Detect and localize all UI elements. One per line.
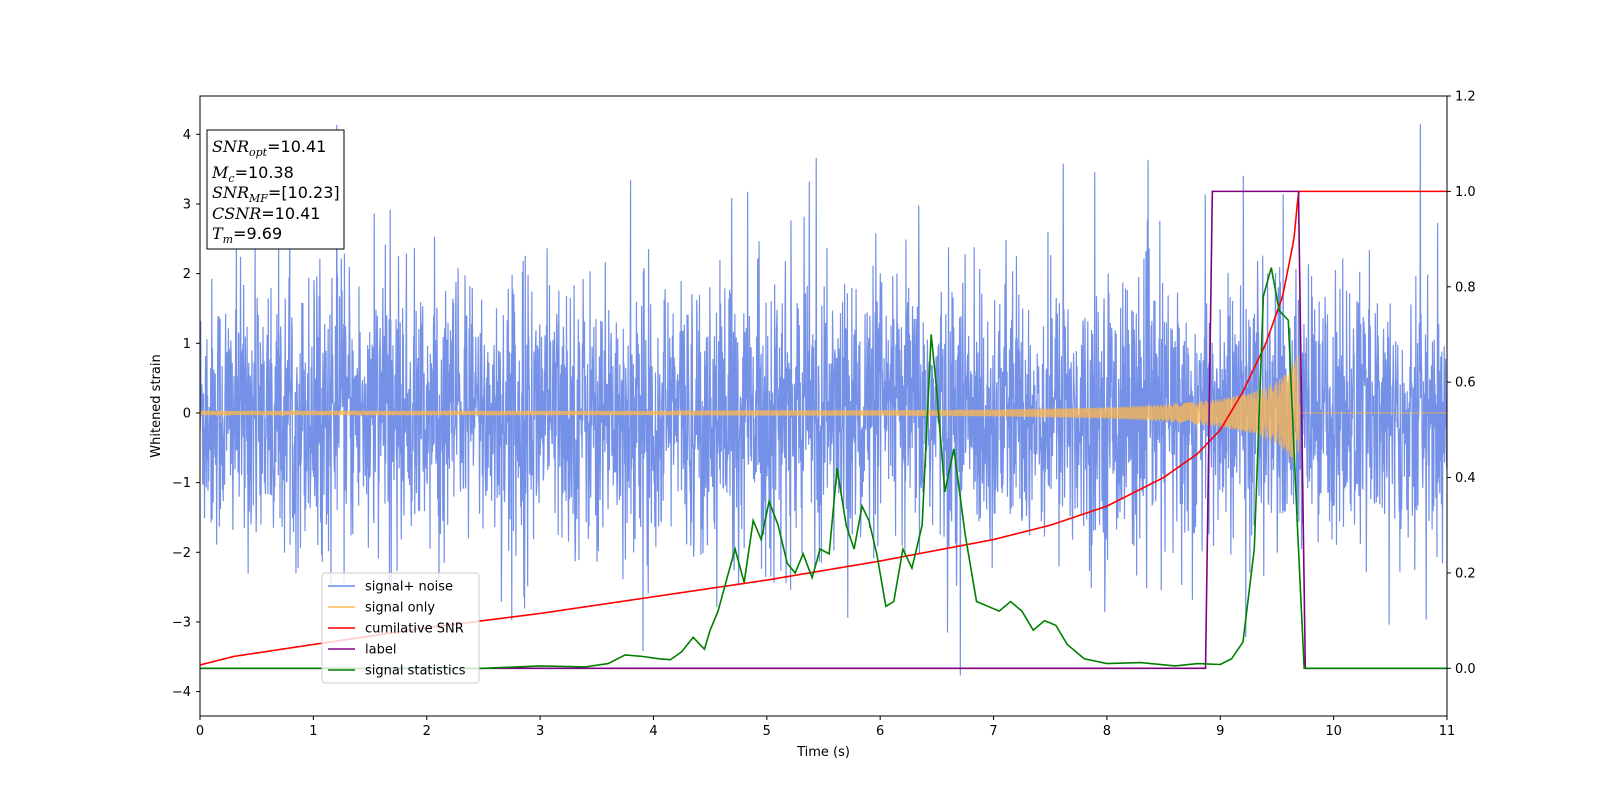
x-axis-label: Time (s) <box>796 745 850 760</box>
y-right-tick-label: 0.8 <box>1455 280 1476 295</box>
y-left-tick-label: 2 <box>183 267 191 282</box>
y-left-tick-label: 3 <box>183 197 191 212</box>
legend-box <box>321 572 480 684</box>
x-tick-label: 10 <box>1325 724 1342 739</box>
x-tick-label: 5 <box>763 724 771 739</box>
x-tick-label: 8 <box>1103 724 1111 739</box>
x-tick-label: 3 <box>536 724 544 739</box>
y-left-tick-label: 1 <box>183 337 191 352</box>
annotation-line: Mc=10.38 <box>211 163 294 185</box>
y-left-tick-label: −1 <box>172 476 191 491</box>
legend-label: cumilative SNR <box>365 622 464 637</box>
annotation-line: CSNR=10.41 <box>212 204 320 223</box>
x-tick-label: 6 <box>876 724 884 739</box>
y-left-tick-label: 0 <box>183 406 191 421</box>
y-left-tick-label: −2 <box>172 546 191 561</box>
y-right-tick-label: 0.2 <box>1455 566 1476 581</box>
annotation-line: Tm=9.69 <box>212 224 282 246</box>
x-tick-label: 4 <box>649 724 657 739</box>
series-signal-only <box>200 355 1447 464</box>
y-axis-label: Whitened strain <box>149 354 164 457</box>
x-tick-label: 7 <box>989 724 997 739</box>
y-right-tick-label: 0.0 <box>1455 662 1476 677</box>
x-tick-label: 11 <box>1439 724 1456 739</box>
legend-label: signal only <box>365 601 435 616</box>
series-signal-statistics <box>200 267 1447 670</box>
y-right-tick-label: 0.4 <box>1455 471 1476 486</box>
annotation-line: SNRopt=10.41 <box>212 137 326 159</box>
annotation-line: SNRMF=[10.23] <box>212 183 340 205</box>
y-left-tick-label: −4 <box>172 685 191 700</box>
legend-label: label <box>365 643 396 658</box>
y-left-tick-label: 4 <box>183 128 191 143</box>
y-right-tick-label: 1.0 <box>1455 185 1476 200</box>
x-tick-label: 2 <box>423 724 431 739</box>
y-right-tick-label: 0.6 <box>1455 376 1476 391</box>
legend-label: signal statistics <box>365 664 466 679</box>
annotation-box <box>206 129 345 250</box>
y-right-tick-label: 1.2 <box>1455 90 1476 105</box>
legend-label: signal+ noise <box>365 580 453 595</box>
x-tick-label: 9 <box>1216 724 1224 739</box>
x-tick-label: 0 <box>196 724 204 739</box>
y-left-tick-label: −3 <box>172 615 191 630</box>
x-tick-label: 1 <box>309 724 317 739</box>
plot-frame <box>199 95 1448 717</box>
